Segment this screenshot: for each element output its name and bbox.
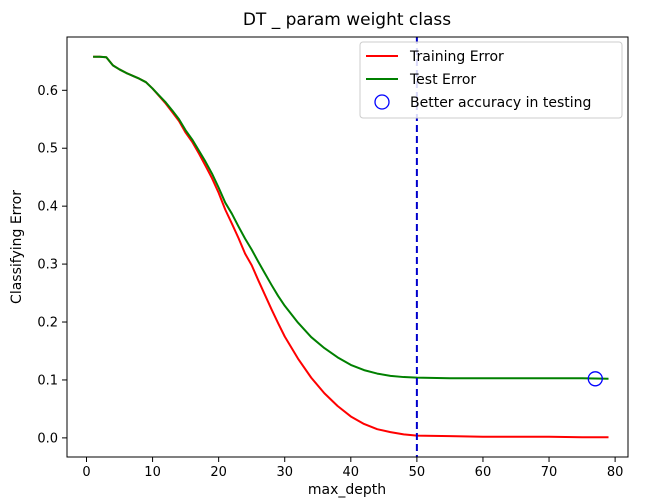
y-axis-label: Classifying Error	[9, 190, 25, 304]
x-tick-label: 10	[144, 465, 161, 480]
series-line-test-error	[93, 55, 609, 380]
plot-frame	[66, 36, 629, 458]
legend-label-test-error: Test Error	[409, 72, 476, 88]
y-tick-label: 0.4	[37, 200, 58, 215]
legend-label-better-accuracy: Better accuracy in testing	[410, 95, 591, 111]
x-tick-label: 20	[210, 465, 227, 480]
y-tick-label: 0.3	[37, 258, 58, 273]
legend-swatch-better-accuracy	[374, 94, 390, 110]
y-tick-label: 0.1	[37, 373, 58, 388]
y-axis: 0.0 0.1 0.2 0.3 0.4 0.5 0.6	[37, 84, 67, 446]
x-tick-label: 50	[409, 465, 426, 480]
x-tick-label: 30	[276, 465, 293, 480]
x-tick-label: 80	[607, 465, 624, 480]
y-tick-label: 0.5	[37, 142, 58, 157]
x-axis-label: max_depth	[308, 482, 386, 498]
x-axis: 0 10 20 30 40 50 60 70 80	[82, 457, 623, 480]
x-tick-label: 40	[343, 465, 360, 480]
marker-better-accuracy	[587, 371, 603, 387]
y-tick-label: 0.6	[37, 84, 58, 99]
legend: Training Error Test Error Better accurac…	[359, 41, 623, 119]
y-tick-label: 0.0	[37, 431, 58, 446]
y-tick-label: 0.2	[37, 316, 58, 331]
legend-box	[359, 41, 623, 119]
chart-title: DT _ param weight class	[243, 10, 451, 30]
x-tick-label: 60	[475, 465, 492, 480]
x-tick-label: 70	[541, 465, 558, 480]
x-tick-label: 0	[82, 465, 90, 480]
legend-label-training-error: Training Error	[409, 49, 504, 65]
